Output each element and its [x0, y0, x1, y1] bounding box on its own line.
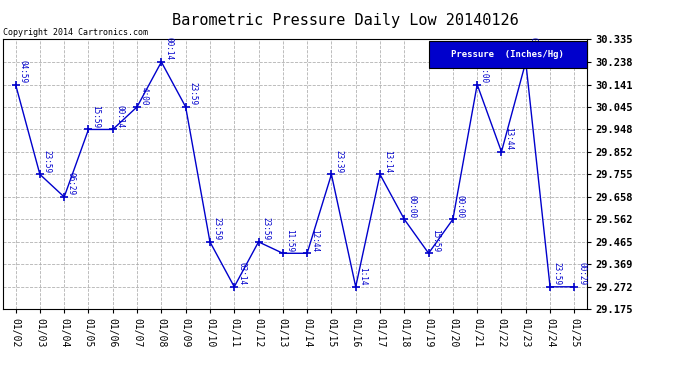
Text: Barometric Pressure Daily Low 20140126: Barometric Pressure Daily Low 20140126: [172, 13, 518, 28]
Text: 04:59: 04:59: [19, 60, 28, 83]
Text: Pressure  (Inches/Hg): Pressure (Inches/Hg): [451, 50, 564, 59]
Text: 11:59: 11:59: [286, 229, 295, 252]
Text: 23:39: 23:39: [334, 150, 343, 173]
Text: 15:59: 15:59: [91, 105, 100, 128]
Text: 06:29: 06:29: [67, 172, 76, 196]
Text: 12:44: 12:44: [310, 229, 319, 252]
Text: 15:59: 15:59: [431, 229, 440, 252]
FancyBboxPatch shape: [429, 41, 586, 68]
Text: 00:00: 00:00: [480, 60, 489, 83]
Text: 23:59: 23:59: [262, 217, 270, 240]
Text: 03:14: 03:14: [237, 262, 246, 285]
Text: 00:14: 00:14: [164, 38, 173, 61]
Text: 00:14: 00:14: [115, 105, 125, 128]
Text: 1:14: 1:14: [359, 267, 368, 285]
Text: 13:14: 13:14: [383, 150, 392, 173]
Text: 13:44: 13:44: [504, 127, 513, 150]
Text: 23:59: 23:59: [43, 150, 52, 173]
Text: 00:00: 00:00: [407, 195, 416, 218]
Text: 00:29: 00:29: [577, 262, 586, 285]
Text: 23:59: 23:59: [553, 262, 562, 285]
Text: 23:59: 23:59: [188, 82, 197, 105]
Text: Copyright 2014 Cartronics.com: Copyright 2014 Cartronics.com: [3, 28, 148, 37]
Text: 00:00: 00:00: [455, 195, 464, 218]
Text: 00:00: 00:00: [529, 38, 538, 61]
Text: 4:00: 4:00: [140, 87, 149, 105]
Text: 23:59: 23:59: [213, 217, 221, 240]
